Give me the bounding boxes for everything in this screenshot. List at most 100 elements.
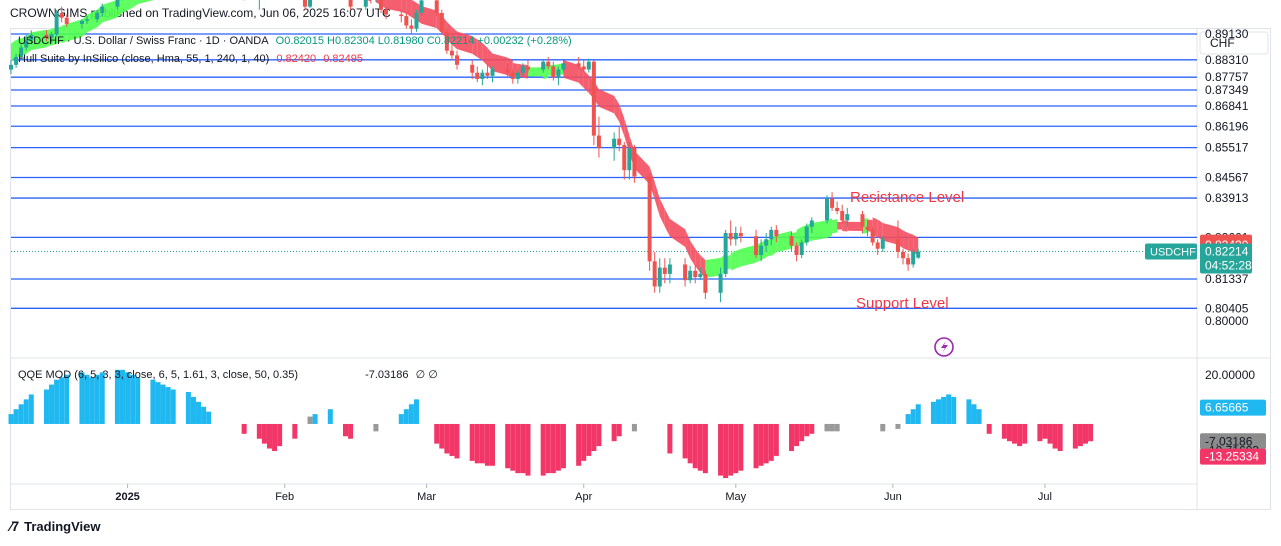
candle-body	[525, 66, 530, 70]
candle-body	[414, 12, 419, 29]
qqe-bar	[586, 423, 592, 456]
candle-body	[911, 251, 916, 265]
candle	[718, 267, 723, 303]
qqe-bar	[824, 423, 830, 432]
qqe-bar	[155, 382, 161, 424]
candle	[49, 31, 54, 43]
candle-body	[384, 9, 389, 15]
candle-body	[718, 273, 723, 293]
candle	[596, 116, 601, 158]
legend-hull-v2: 0.82495	[323, 53, 363, 65]
qqe-bar	[312, 414, 318, 424]
hull-band-segment	[913, 234, 919, 256]
qqe-bar	[266, 423, 272, 449]
qqe-bar	[170, 389, 176, 424]
qqe-bar	[99, 372, 105, 424]
candle	[693, 264, 698, 284]
candle-body	[617, 138, 622, 146]
hull-band-segment	[685, 229, 691, 259]
qqe-bar	[307, 416, 313, 424]
qqe-bar	[510, 423, 516, 471]
candle-body	[804, 226, 809, 243]
candle	[901, 248, 906, 265]
qqe-bar	[201, 406, 207, 424]
qqe-bar	[327, 409, 333, 424]
candle	[100, 3, 105, 17]
qqe-bar	[160, 384, 166, 424]
qqe-bar	[272, 423, 278, 452]
qqe-bar	[489, 423, 495, 466]
candle	[302, 0, 307, 10]
last-price-badge-bg	[1200, 243, 1252, 274]
candle	[79, 19, 84, 29]
footer-brand[interactable]: ⁄7 TradingView	[10, 518, 100, 534]
hull-band-segment	[669, 218, 686, 247]
hull-band-segment	[66, 19, 82, 42]
price-axis-label: 0.83913	[1205, 191, 1249, 205]
legend-symbol[interactable]: USDCHF · U.S. Dollar / Swiss Franc · 1D …	[18, 35, 269, 47]
candle-body	[799, 242, 804, 256]
x-tick-label: 2025	[115, 491, 139, 503]
candle	[399, 9, 404, 23]
qqe-bar	[1037, 423, 1043, 442]
qqe-bar	[1077, 423, 1083, 447]
candle	[617, 126, 622, 152]
candle	[363, 0, 368, 10]
candle	[419, 0, 424, 17]
legend-qqe[interactable]: QQE MOD (6, 5, 3, 3, close, 6, 5, 1.61, …	[18, 369, 299, 381]
candle	[865, 220, 870, 237]
qqe-bar	[667, 423, 673, 454]
candle-body	[865, 226, 870, 230]
qqe-bar	[804, 423, 810, 437]
qqe-bar	[13, 409, 19, 424]
qqe-bar	[449, 423, 455, 456]
candle	[434, 0, 439, 17]
hull-band-segment	[366, 0, 371, 2]
hull-band-segment	[771, 234, 777, 257]
qqe-bar	[150, 379, 156, 424]
qqe-bar	[8, 414, 14, 424]
qqe-bar	[794, 423, 800, 447]
hull-band-segment	[563, 60, 579, 83]
qqe-bar	[1088, 423, 1094, 442]
candle	[657, 258, 662, 293]
candle-body	[409, 25, 414, 29]
candle	[449, 44, 454, 61]
qqe-bar	[682, 423, 688, 459]
candle-body	[764, 239, 769, 246]
candle-body	[652, 261, 657, 287]
qqe-bar	[976, 409, 982, 424]
hull-band-segment	[122, 0, 133, 13]
qqe-axis-badge: -7.03186	[1205, 434, 1253, 448]
candle	[505, 63, 510, 78]
qqe-bar	[631, 423, 637, 432]
candle	[911, 248, 916, 268]
candle	[59, 6, 64, 23]
qqe-bar	[702, 423, 708, 474]
qqe-bar	[1052, 423, 1058, 449]
candle	[510, 69, 515, 84]
qqe-bar	[196, 401, 202, 424]
candle	[444, 28, 449, 54]
hull-band-segment	[827, 217, 833, 238]
candle-body	[845, 214, 850, 221]
candle-body	[870, 229, 875, 243]
candle-body	[551, 66, 556, 78]
qqe-bar	[581, 423, 587, 461]
legend-hull-row: Hull Suite by InSilico (close, Hma, 55, …	[18, 53, 367, 65]
qqe-bar	[971, 404, 977, 424]
candle-body	[29, 34, 34, 40]
candle	[799, 239, 804, 259]
qqe-bar	[165, 387, 171, 424]
qqe-bar	[525, 423, 531, 476]
candle-body	[667, 264, 672, 274]
replay-icon	[934, 337, 954, 357]
legend-hull[interactable]: Hull Suite by InSilico (close, Hma, 55, …	[18, 53, 270, 65]
qqe-axis-badge-bg	[1200, 433, 1266, 450]
candle-body	[840, 211, 845, 221]
hull-band-segment	[664, 208, 670, 237]
qqe-bar	[348, 423, 354, 439]
hull-band-segment	[776, 230, 792, 253]
candle-body	[44, 34, 49, 39]
